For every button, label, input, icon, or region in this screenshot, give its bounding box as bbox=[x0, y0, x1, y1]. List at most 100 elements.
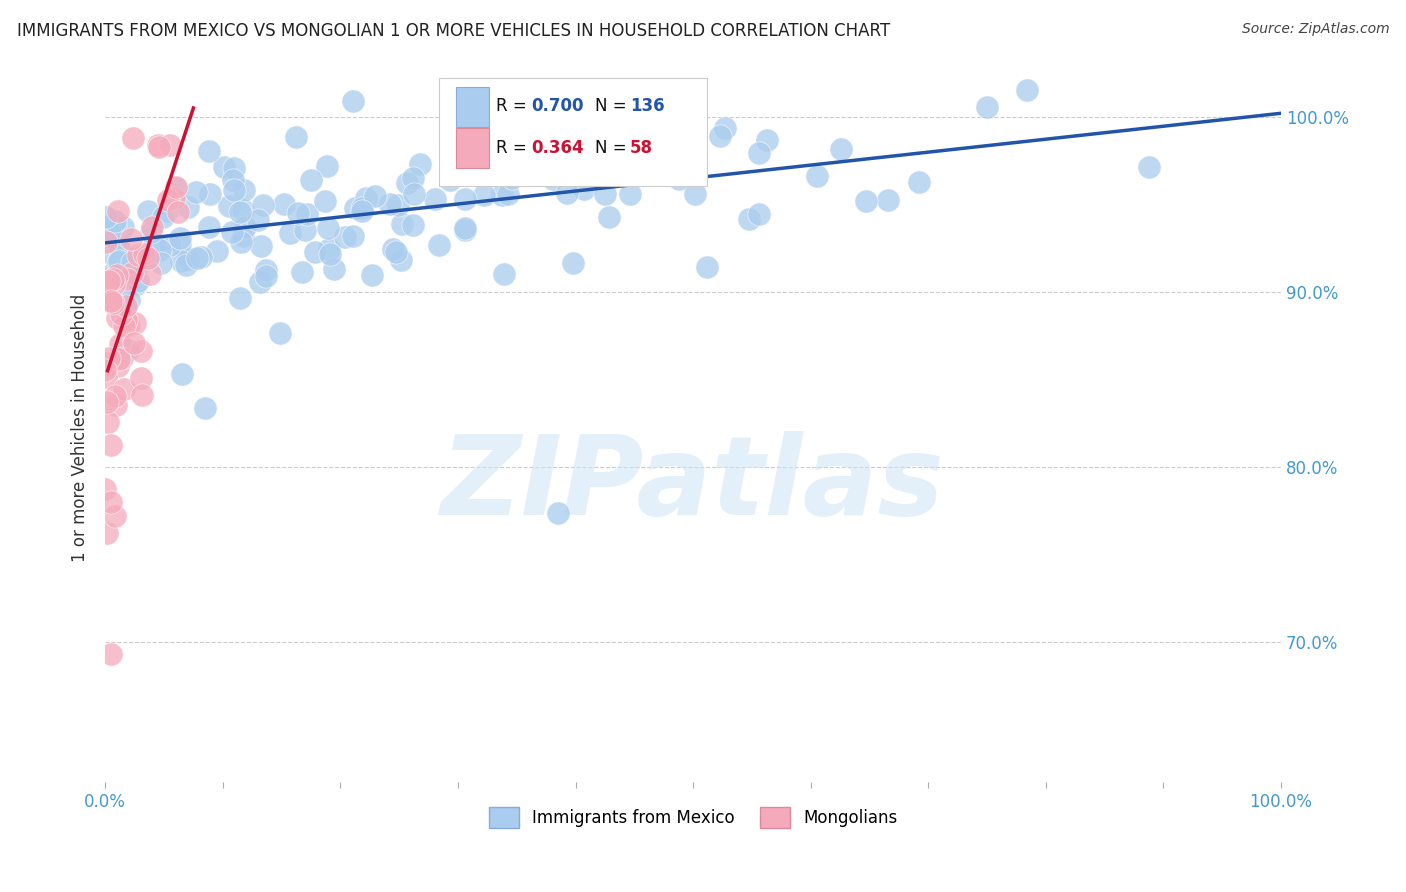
Point bbox=[111, 219, 134, 234]
Legend: Immigrants from Mexico, Mongolians: Immigrants from Mexico, Mongolians bbox=[482, 801, 904, 834]
Point bbox=[756, 133, 779, 147]
Point bbox=[409, 157, 432, 171]
Point bbox=[94, 356, 117, 370]
Point bbox=[683, 186, 706, 201]
Point bbox=[224, 161, 246, 175]
Point bbox=[427, 238, 450, 252]
Point bbox=[94, 483, 117, 497]
Point bbox=[194, 401, 217, 415]
Point bbox=[314, 194, 336, 209]
Point bbox=[385, 244, 408, 259]
Point bbox=[547, 506, 569, 520]
Point bbox=[100, 648, 122, 662]
Point bbox=[163, 191, 186, 205]
Point bbox=[381, 242, 404, 256]
Point bbox=[1015, 83, 1038, 97]
Point bbox=[318, 242, 340, 256]
Point bbox=[454, 220, 477, 235]
Point bbox=[595, 186, 617, 201]
Text: 0.700: 0.700 bbox=[531, 97, 583, 115]
Point bbox=[114, 382, 136, 396]
Point bbox=[877, 193, 900, 207]
Point bbox=[142, 237, 165, 252]
Point bbox=[714, 121, 737, 136]
Point bbox=[117, 343, 139, 357]
Point bbox=[342, 95, 364, 109]
Point bbox=[222, 183, 245, 197]
Point bbox=[141, 226, 163, 240]
Point bbox=[121, 266, 143, 280]
Point bbox=[110, 307, 132, 321]
Point bbox=[350, 204, 373, 219]
Point bbox=[107, 359, 129, 373]
Point bbox=[198, 220, 221, 235]
Point bbox=[748, 145, 770, 160]
Point bbox=[254, 268, 277, 283]
Point bbox=[103, 296, 125, 310]
Point bbox=[342, 229, 364, 244]
Point bbox=[273, 197, 295, 211]
Point bbox=[572, 182, 595, 196]
Point bbox=[402, 219, 425, 233]
Point bbox=[97, 351, 120, 365]
Point bbox=[134, 247, 156, 261]
Point bbox=[125, 251, 148, 265]
Point bbox=[472, 188, 495, 202]
Point bbox=[104, 398, 127, 412]
Point bbox=[247, 213, 270, 227]
Point bbox=[149, 243, 172, 257]
Point bbox=[118, 318, 141, 333]
Point bbox=[159, 238, 181, 252]
Point bbox=[254, 262, 277, 277]
Point bbox=[94, 235, 117, 250]
Point bbox=[387, 198, 409, 212]
Point bbox=[103, 277, 125, 291]
Point bbox=[141, 220, 163, 235]
Point bbox=[114, 298, 136, 312]
Point bbox=[169, 231, 191, 245]
Point bbox=[101, 248, 124, 262]
Point bbox=[391, 217, 413, 231]
Point bbox=[105, 310, 128, 325]
Point bbox=[291, 264, 314, 278]
Point bbox=[127, 274, 149, 288]
Text: R =: R = bbox=[496, 97, 533, 115]
Point bbox=[269, 326, 291, 340]
Point bbox=[396, 177, 419, 191]
Text: IMMIGRANTS FROM MEXICO VS MONGOLIAN 1 OR MORE VEHICLES IN HOUSEHOLD CORRELATION : IMMIGRANTS FROM MEXICO VS MONGOLIAN 1 OR… bbox=[17, 22, 890, 40]
Point bbox=[129, 344, 152, 359]
Point bbox=[564, 154, 586, 169]
Point bbox=[100, 495, 122, 509]
Point bbox=[252, 198, 274, 212]
Point bbox=[166, 205, 188, 219]
Point bbox=[156, 194, 179, 208]
Point bbox=[585, 141, 607, 155]
Point bbox=[249, 275, 271, 289]
Point bbox=[806, 169, 828, 183]
Point bbox=[378, 197, 401, 211]
Point bbox=[557, 186, 579, 200]
Point bbox=[122, 130, 145, 145]
Point bbox=[316, 159, 339, 173]
Point bbox=[136, 204, 159, 219]
Point bbox=[103, 265, 125, 279]
Point bbox=[344, 201, 367, 215]
Point bbox=[96, 525, 118, 540]
Point bbox=[124, 335, 146, 350]
Point bbox=[149, 256, 172, 270]
Text: 0.364: 0.364 bbox=[531, 139, 583, 157]
Point bbox=[319, 247, 342, 261]
Point bbox=[155, 204, 177, 219]
Point bbox=[108, 337, 131, 351]
Point bbox=[316, 220, 339, 235]
Text: 58: 58 bbox=[630, 139, 652, 157]
Point bbox=[352, 201, 374, 215]
Point bbox=[498, 186, 520, 201]
Point bbox=[198, 187, 221, 202]
Point bbox=[107, 300, 129, 314]
Point bbox=[323, 262, 346, 277]
Point bbox=[333, 230, 356, 244]
Point bbox=[541, 172, 564, 186]
Point bbox=[696, 260, 718, 274]
Point bbox=[738, 212, 761, 227]
